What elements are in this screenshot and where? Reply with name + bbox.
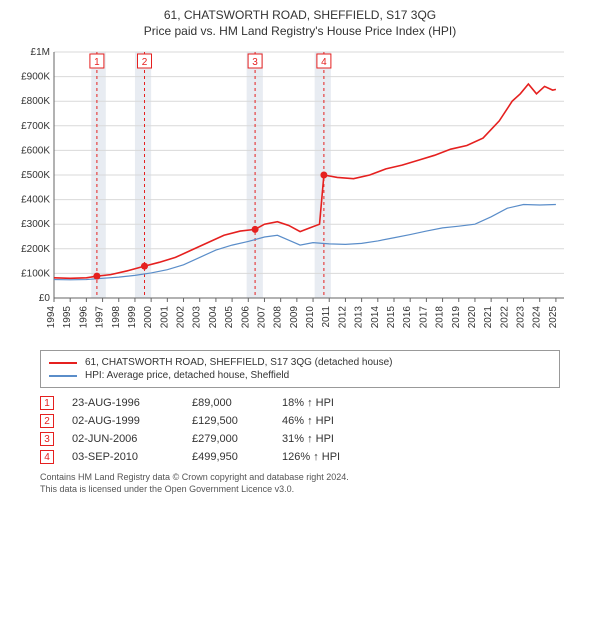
legend-swatch xyxy=(49,362,77,364)
svg-text:£600K: £600K xyxy=(21,145,50,156)
svg-text:2008: 2008 xyxy=(273,306,284,329)
svg-text:2024: 2024 xyxy=(532,306,543,329)
svg-text:2018: 2018 xyxy=(435,306,446,329)
svg-text:2020: 2020 xyxy=(467,306,478,329)
sale-price: £279,000 xyxy=(192,433,282,445)
sale-price: £89,000 xyxy=(192,397,282,409)
page-subtitle: Price paid vs. HM Land Registry's House … xyxy=(10,24,590,38)
svg-text:2000: 2000 xyxy=(143,306,154,329)
svg-text:2001: 2001 xyxy=(159,306,170,329)
svg-text:2016: 2016 xyxy=(402,306,413,329)
sale-price: £129,500 xyxy=(192,415,282,427)
sale-row: 3 02-JUN-2006£279,00031% ↑ HPI xyxy=(40,432,590,446)
svg-text:£300K: £300K xyxy=(21,219,50,230)
footnote: Contains HM Land Registry data © Crown c… xyxy=(40,472,590,495)
svg-text:1996: 1996 xyxy=(78,306,89,329)
svg-text:2017: 2017 xyxy=(418,306,429,329)
footnote-line1: Contains HM Land Registry data © Crown c… xyxy=(40,472,349,482)
svg-text:3: 3 xyxy=(252,57,258,68)
legend-row: 61, CHATSWORTH ROAD, SHEFFIELD, S17 3QG … xyxy=(49,357,551,368)
sale-vs-hpi: 31% ↑ HPI xyxy=(282,433,402,445)
sale-vs-hpi: 126% ↑ HPI xyxy=(282,451,402,463)
sale-price: £499,950 xyxy=(192,451,282,463)
svg-text:£400K: £400K xyxy=(21,195,50,206)
svg-text:2009: 2009 xyxy=(289,306,300,329)
sale-vs-hpi: 46% ↑ HPI xyxy=(282,415,402,427)
svg-text:1999: 1999 xyxy=(127,306,138,329)
svg-text:2025: 2025 xyxy=(548,306,559,329)
legend-swatch xyxy=(49,375,77,377)
legend-row: HPI: Average price, detached house, Shef… xyxy=(49,370,551,381)
svg-text:2021: 2021 xyxy=(483,306,494,329)
svg-text:2013: 2013 xyxy=(354,306,365,329)
svg-text:2023: 2023 xyxy=(516,306,527,329)
svg-text:1: 1 xyxy=(94,57,100,68)
sale-row: 2 02-AUG-1999£129,50046% ↑ HPI xyxy=(40,414,590,428)
sale-row: 4 03-SEP-2010£499,950126% ↑ HPI xyxy=(40,450,590,464)
sale-row: 1 23-AUG-1996£89,00018% ↑ HPI xyxy=(40,396,590,410)
legend-label: 61, CHATSWORTH ROAD, SHEFFIELD, S17 3QG … xyxy=(85,357,393,368)
svg-text:1997: 1997 xyxy=(95,306,106,329)
svg-text:£1M: £1M xyxy=(31,47,50,58)
svg-text:1995: 1995 xyxy=(62,306,73,329)
page-title: 61, CHATSWORTH ROAD, SHEFFIELD, S17 3QG xyxy=(10,8,590,22)
svg-text:2004: 2004 xyxy=(208,306,219,329)
sale-date: 02-AUG-1999 xyxy=(72,415,192,427)
svg-text:2007: 2007 xyxy=(256,306,267,329)
svg-text:2002: 2002 xyxy=(176,306,187,329)
legend-label: HPI: Average price, detached house, Shef… xyxy=(85,370,289,381)
svg-text:2015: 2015 xyxy=(386,306,397,329)
footnote-line2: This data is licensed under the Open Gov… xyxy=(40,484,294,494)
sale-date: 02-JUN-2006 xyxy=(72,433,192,445)
svg-text:£0: £0 xyxy=(39,293,51,304)
sale-marker: 4 xyxy=(40,450,54,464)
svg-text:2012: 2012 xyxy=(337,306,348,329)
svg-text:£200K: £200K xyxy=(21,244,50,255)
svg-text:2011: 2011 xyxy=(321,306,332,328)
sale-marker: 2 xyxy=(40,414,54,428)
svg-text:2: 2 xyxy=(142,57,148,68)
svg-text:1994: 1994 xyxy=(46,306,57,329)
svg-text:£900K: £900K xyxy=(21,72,50,83)
sale-date: 03-SEP-2010 xyxy=(72,451,192,463)
svg-text:2010: 2010 xyxy=(305,306,316,329)
svg-text:£500K: £500K xyxy=(21,170,50,181)
sale-date: 23-AUG-1996 xyxy=(72,397,192,409)
svg-text:2014: 2014 xyxy=(370,306,381,329)
svg-text:2022: 2022 xyxy=(499,306,510,329)
svg-text:2006: 2006 xyxy=(240,306,251,329)
price-chart: £0 £100K £200K £300K £400K £500K £600K £700K £80… xyxy=(10,44,590,344)
svg-text:4: 4 xyxy=(321,57,327,68)
svg-text:£800K: £800K xyxy=(21,96,50,107)
sale-vs-hpi: 18% ↑ HPI xyxy=(282,397,402,409)
svg-text:2019: 2019 xyxy=(451,306,462,329)
sale-marker: 1 xyxy=(40,396,54,410)
sale-marker: 3 xyxy=(40,432,54,446)
svg-text:2005: 2005 xyxy=(224,306,235,329)
sales-table: 1 23-AUG-1996£89,00018% ↑ HPI 2 02-AUG-1999… xyxy=(40,396,590,464)
svg-text:2003: 2003 xyxy=(192,306,203,329)
svg-text:£100K: £100K xyxy=(21,268,50,279)
svg-text:1998: 1998 xyxy=(111,306,122,329)
svg-text:£700K: £700K xyxy=(21,121,50,132)
legend: 61, CHATSWORTH ROAD, SHEFFIELD, S17 3QG … xyxy=(40,350,560,388)
